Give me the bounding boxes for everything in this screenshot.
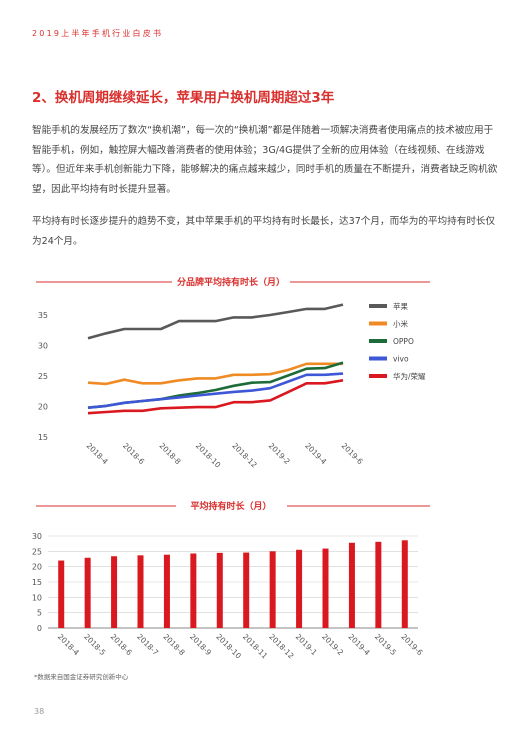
bar-x-tick: 2018-11 — [241, 632, 270, 661]
legend-label-1: 小米 — [393, 319, 408, 329]
paragraph-1: 智能手机的发展经历了数次“换机潮”，每一次的“换机潮”都是伴随着一项解决消费者使… — [32, 125, 498, 195]
bar-y-tick: 20 — [32, 563, 42, 572]
paragraph-2: 平均持有时长逐步提升的趋势不变，其中苹果手机的平均持有时长最长，达37个月，而华… — [32, 216, 496, 247]
line-x-tick: 2019-2 — [267, 441, 292, 466]
bar-x-tick: 2018-7 — [135, 632, 160, 657]
bar-y-tick: 0 — [37, 624, 42, 633]
line-series-0 — [87, 303, 344, 340]
line-x-tick: 2018-10 — [194, 441, 223, 470]
bar — [348, 542, 355, 628]
bar-y-tick: 5 — [37, 609, 42, 618]
bar-x-tick: 2018-10 — [214, 632, 243, 661]
bar-x-tick: 2018-8 — [162, 632, 187, 657]
bar-x-tick: 2019-1 — [294, 632, 319, 657]
document-header: 2019上半年手机行业白皮书 — [32, 29, 164, 38]
line-y-tick: 25 — [38, 372, 48, 381]
legend-label-3: vivo — [393, 355, 409, 364]
bar-x-tick: 2019-2 — [320, 632, 345, 657]
bar-x-tick: 2019-5 — [373, 632, 398, 657]
line-x-tick: 2018-12 — [230, 441, 259, 470]
line-y-tick: 35 — [38, 311, 48, 320]
line-x-tick: 2019-4 — [303, 441, 328, 466]
bar — [243, 552, 250, 628]
bar-y-tick: 25 — [32, 547, 42, 556]
legend-label-4: 华为/荣耀 — [393, 371, 426, 381]
line-series-3 — [87, 372, 344, 409]
line-chart: 15 20 25 30 35 2018-4 2018-6 2018-8 2018-10 2018-… — [38, 301, 426, 470]
line-y-tick: 20 — [38, 403, 48, 412]
line-series-1 — [87, 362, 343, 386]
bar — [296, 549, 303, 628]
bar — [163, 554, 170, 628]
line-x-tick: 2018-8 — [157, 441, 182, 466]
bar-x-tick: 2018-5 — [82, 632, 107, 657]
footnote: *数据来自国金证券研究创新中心 — [34, 673, 129, 681]
legend-label-2: OPPO — [393, 337, 414, 346]
bar-chart-title: 平均持有时长（月） — [190, 500, 271, 512]
bar — [216, 552, 223, 628]
line-y-tick: 30 — [38, 342, 48, 351]
bar — [58, 560, 65, 628]
bar-x-tick: 2018-6 — [109, 632, 134, 657]
bar — [375, 541, 382, 628]
line-x-tick: 2018-6 — [121, 441, 146, 466]
bar — [322, 548, 329, 628]
bar-y-tick: 15 — [32, 578, 42, 587]
bar-y-tick: 30 — [32, 532, 42, 541]
bar — [401, 540, 408, 628]
bar-x-tick: 2018-9 — [188, 632, 213, 657]
bar-x-tick: 2018-4 — [56, 632, 81, 657]
legend-label-0: 苹果 — [393, 301, 408, 311]
bar — [111, 556, 118, 628]
bar — [190, 553, 197, 628]
bar — [137, 555, 144, 628]
section-title: 2、换机周期继续延长，苹果用户换机周期超过3年 — [32, 90, 335, 106]
page-number: 38 — [34, 707, 45, 716]
line-chart-title: 分品牌平均持有时长（月） — [177, 276, 285, 288]
bar — [269, 551, 276, 628]
line-y-tick: 15 — [38, 433, 48, 442]
line-x-tick: 2018-4 — [85, 441, 110, 466]
bar-x-tick: 2019-4 — [347, 632, 372, 657]
line-x-tick: 2019-6 — [340, 441, 365, 466]
bar-x-tick: 2018-12 — [267, 632, 296, 661]
bar — [84, 557, 91, 628]
bar-y-tick: 10 — [32, 593, 42, 602]
line-series-4 — [87, 379, 344, 415]
bar-x-tick: 2019-6 — [399, 632, 424, 657]
